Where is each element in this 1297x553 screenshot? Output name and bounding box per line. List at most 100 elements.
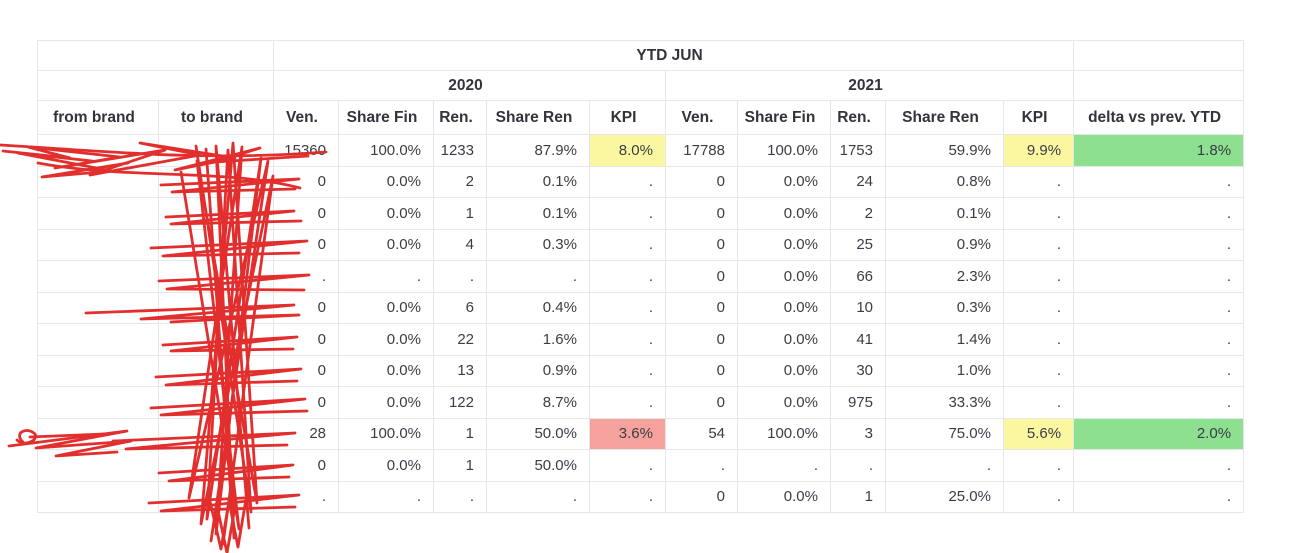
value-cell: 0.0% bbox=[338, 228, 434, 261]
value-cell: 17788 bbox=[665, 134, 738, 167]
value-cell: 0 bbox=[273, 449, 339, 482]
table-row: 0 0.0% 1 50.0%....... bbox=[37, 449, 1245, 482]
value-cell: 30 bbox=[830, 354, 886, 387]
value-cell: 1753 bbox=[830, 134, 886, 167]
value-cell: 1.6% bbox=[486, 323, 590, 356]
value-cell: 24 bbox=[830, 165, 886, 198]
to-brand-cell bbox=[158, 480, 274, 513]
value-cell: 0 bbox=[273, 291, 339, 324]
table-row: 0 0.0% 1 0.1%. 0 0.0% 2 0.1%.. bbox=[37, 197, 1245, 230]
value-cell: 50.0% bbox=[486, 417, 590, 450]
value-cell: . bbox=[589, 480, 666, 513]
value-cell: . bbox=[589, 354, 666, 387]
kpi-2021-header: KPI bbox=[1002, 100, 1075, 135]
value-cell: . bbox=[1002, 165, 1075, 198]
table-row: 0 0.0% 2 0.1%. 0 0.0% 24 0.8%.. bbox=[37, 165, 1245, 198]
value-cell: 0 bbox=[665, 260, 738, 293]
year-header-row: 2020 2021 bbox=[37, 70, 1245, 101]
value-cell: 0 bbox=[665, 386, 738, 419]
to-brand-cell bbox=[158, 417, 274, 450]
value-cell: 0.0% bbox=[737, 260, 831, 293]
value-cell: 15360 bbox=[273, 134, 339, 167]
from-brand-cell bbox=[37, 165, 159, 198]
column-header-row: from brand to brand Ven. Share Fin Ren. … bbox=[37, 100, 1245, 135]
year-2020-header: 2020 bbox=[273, 70, 666, 101]
value-cell: . bbox=[433, 480, 487, 513]
value-cell: . bbox=[1002, 291, 1075, 324]
table-body: 15360 100.0% 1233 87.9% 8.0% 17788 100.0% 1753 5… bbox=[37, 134, 1245, 513]
value-cell: 10 bbox=[830, 291, 886, 324]
value-cell: . bbox=[1073, 386, 1245, 419]
value-cell: 1233 bbox=[433, 134, 487, 167]
to-brand-cell bbox=[158, 260, 274, 293]
to-brand-cell bbox=[158, 134, 274, 167]
value-cell: 1 bbox=[433, 417, 487, 450]
value-cell: . bbox=[1002, 260, 1075, 293]
ren-2020-header: Ren. bbox=[433, 100, 487, 135]
value-cell: . bbox=[1073, 449, 1245, 482]
value-cell: . bbox=[1073, 480, 1245, 513]
value-cell: . bbox=[1073, 260, 1245, 293]
from-brand-cell bbox=[37, 449, 159, 482]
value-cell: 0.3% bbox=[885, 291, 1004, 324]
value-cell: 0.0% bbox=[737, 354, 831, 387]
value-cell: . bbox=[1002, 197, 1075, 230]
to-brand-cell bbox=[158, 323, 274, 356]
delta-header: delta vs prev. YTD bbox=[1073, 100, 1245, 135]
value-cell: 9.9% bbox=[1002, 134, 1075, 167]
value-cell: 1.8% bbox=[1073, 134, 1245, 167]
table-row: 0 0.0% 122 8.7%. 0 0.0% 975 33.3%.. bbox=[37, 386, 1245, 419]
value-cell: 0.1% bbox=[486, 165, 590, 198]
value-cell: 22 bbox=[433, 323, 487, 356]
value-cell: . bbox=[589, 323, 666, 356]
value-cell: . bbox=[589, 165, 666, 198]
value-cell: 8.7% bbox=[486, 386, 590, 419]
value-cell: 100.0% bbox=[737, 417, 831, 450]
value-cell: . bbox=[1073, 165, 1245, 198]
value-cell: . bbox=[1073, 228, 1245, 261]
value-cell: 3.6% bbox=[589, 417, 666, 450]
from-brand-cell bbox=[37, 417, 159, 450]
share-fin-2020-header: Share Fin bbox=[338, 100, 434, 135]
value-cell: 0 bbox=[665, 197, 738, 230]
value-cell: 25.0% bbox=[885, 480, 1004, 513]
from-brand-header: from brand bbox=[37, 100, 159, 135]
value-cell: . bbox=[338, 480, 434, 513]
to-brand-cell bbox=[158, 291, 274, 324]
value-cell: 0.0% bbox=[338, 323, 434, 356]
value-cell: 0 bbox=[273, 354, 339, 387]
share-ren-2021-header: Share Ren bbox=[885, 100, 1004, 135]
value-cell: . bbox=[830, 449, 886, 482]
brand-switch-matrix-table: YTD JUN 2020 2021 from brand to brand Ve… bbox=[37, 40, 1245, 513]
value-cell: 8.0% bbox=[589, 134, 666, 167]
value-cell: 975 bbox=[830, 386, 886, 419]
from-brand-cell bbox=[37, 134, 159, 167]
value-cell: . bbox=[486, 480, 590, 513]
value-cell: 5.6% bbox=[1002, 417, 1075, 450]
from-brand-cell bbox=[37, 228, 159, 261]
value-cell: . bbox=[338, 260, 434, 293]
delta-group-spacer bbox=[1073, 40, 1245, 71]
value-cell: 0.0% bbox=[338, 449, 434, 482]
value-cell: 0.0% bbox=[737, 291, 831, 324]
value-cell: 66 bbox=[830, 260, 886, 293]
value-cell: 0 bbox=[273, 323, 339, 356]
value-cell: 2 bbox=[830, 197, 886, 230]
from-brand-cell bbox=[37, 354, 159, 387]
from-brand-cell bbox=[37, 386, 159, 419]
value-cell: 0 bbox=[665, 480, 738, 513]
value-cell: 28 bbox=[273, 417, 339, 450]
value-cell: 0.1% bbox=[486, 197, 590, 230]
value-cell: 0 bbox=[665, 291, 738, 324]
value-cell: 3 bbox=[830, 417, 886, 450]
value-cell: 0 bbox=[273, 228, 339, 261]
value-cell: 0.0% bbox=[338, 354, 434, 387]
table-row: ..... 0 0.0% 1 25.0%.. bbox=[37, 480, 1245, 513]
value-cell: 0 bbox=[665, 323, 738, 356]
to-brand-cell bbox=[158, 386, 274, 419]
value-cell: 0.3% bbox=[486, 228, 590, 261]
group-header-row: YTD JUN bbox=[37, 40, 1245, 71]
value-cell: 50.0% bbox=[486, 449, 590, 482]
delta-year-spacer bbox=[1073, 70, 1245, 101]
